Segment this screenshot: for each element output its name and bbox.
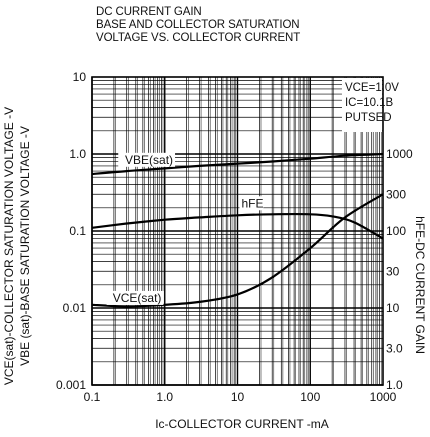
series-label-bg xyxy=(118,152,176,167)
x-tick-label: 1000 xyxy=(370,390,397,404)
series: VBE(sat) hFE VCE(sat) xyxy=(91,152,384,308)
y-right-tick-label: 100 xyxy=(386,224,406,238)
y-left-tick-label: 0.001 xyxy=(56,378,86,392)
y-right-tick-label: 1.0 xyxy=(386,378,403,392)
annotation-line: VCE=1.0V xyxy=(345,82,399,94)
series-label: VCE(sat) xyxy=(113,291,162,305)
x-tick-label: 100 xyxy=(300,390,320,404)
series-label: VBE(sat) xyxy=(125,153,173,167)
y-left-tick-label: 10 xyxy=(73,70,87,84)
y-left-tick-label: 0.01 xyxy=(63,301,87,315)
y-right-axis-label: hFE-DC CURRENT GAIN xyxy=(413,216,427,354)
chart-title-line-3: VOLTAGE VS. COLLECTOR CURRENT xyxy=(96,32,301,44)
y-right-tick-label: 1000 xyxy=(386,147,413,161)
series-line-vbe-sat- xyxy=(91,152,384,176)
tick-labels: 0.1 1.0 10 100 1000 0.001 0.01 0.1 1.0 10 1.0 3.0 10… xyxy=(56,70,413,404)
annotation-line: IC=10.1B xyxy=(345,97,394,109)
y-right-tick-label: 300 xyxy=(386,187,406,201)
y-left-axis-label-2: VBE (sat)-BASE SATURATION VOLTAGE -V xyxy=(18,126,32,366)
y-left-axis-label-1: VCE(sat)-COLLECTOR SATURATION VOLTAGE -V xyxy=(2,107,16,385)
chart-title-line-1: DC CURRENT GAIN xyxy=(96,6,202,18)
series-label-bg xyxy=(106,290,164,305)
x-tick-label: 1.0 xyxy=(156,390,173,404)
y-left-tick-label: 1.0 xyxy=(69,147,86,161)
grid xyxy=(91,77,383,386)
plot-frame xyxy=(91,76,384,386)
series-line-vce-sat- xyxy=(91,193,384,308)
chart-title-line-2: BASE AND COLLECTOR SATURATION xyxy=(96,19,300,31)
y-right-tick-label: 10 xyxy=(386,301,400,315)
annotation: VCE=1.0V IC=10.1B PUTSED xyxy=(341,78,399,132)
x-tick-label: 0.1 xyxy=(84,390,101,404)
x-tick-label: 10 xyxy=(231,390,245,404)
y-left-tick-label: 0.1 xyxy=(69,224,86,238)
annotation-line: PUTSED xyxy=(345,112,392,124)
series-label: hFE xyxy=(242,196,264,210)
y-right-tick-label: 30 xyxy=(386,264,400,278)
series-label-bg xyxy=(239,196,264,211)
y-right-tick-label: 3.0 xyxy=(386,341,403,355)
x-axis-label: Ic-COLLECTOR CURRENT -mA xyxy=(155,417,329,431)
annotation-box xyxy=(341,78,382,132)
